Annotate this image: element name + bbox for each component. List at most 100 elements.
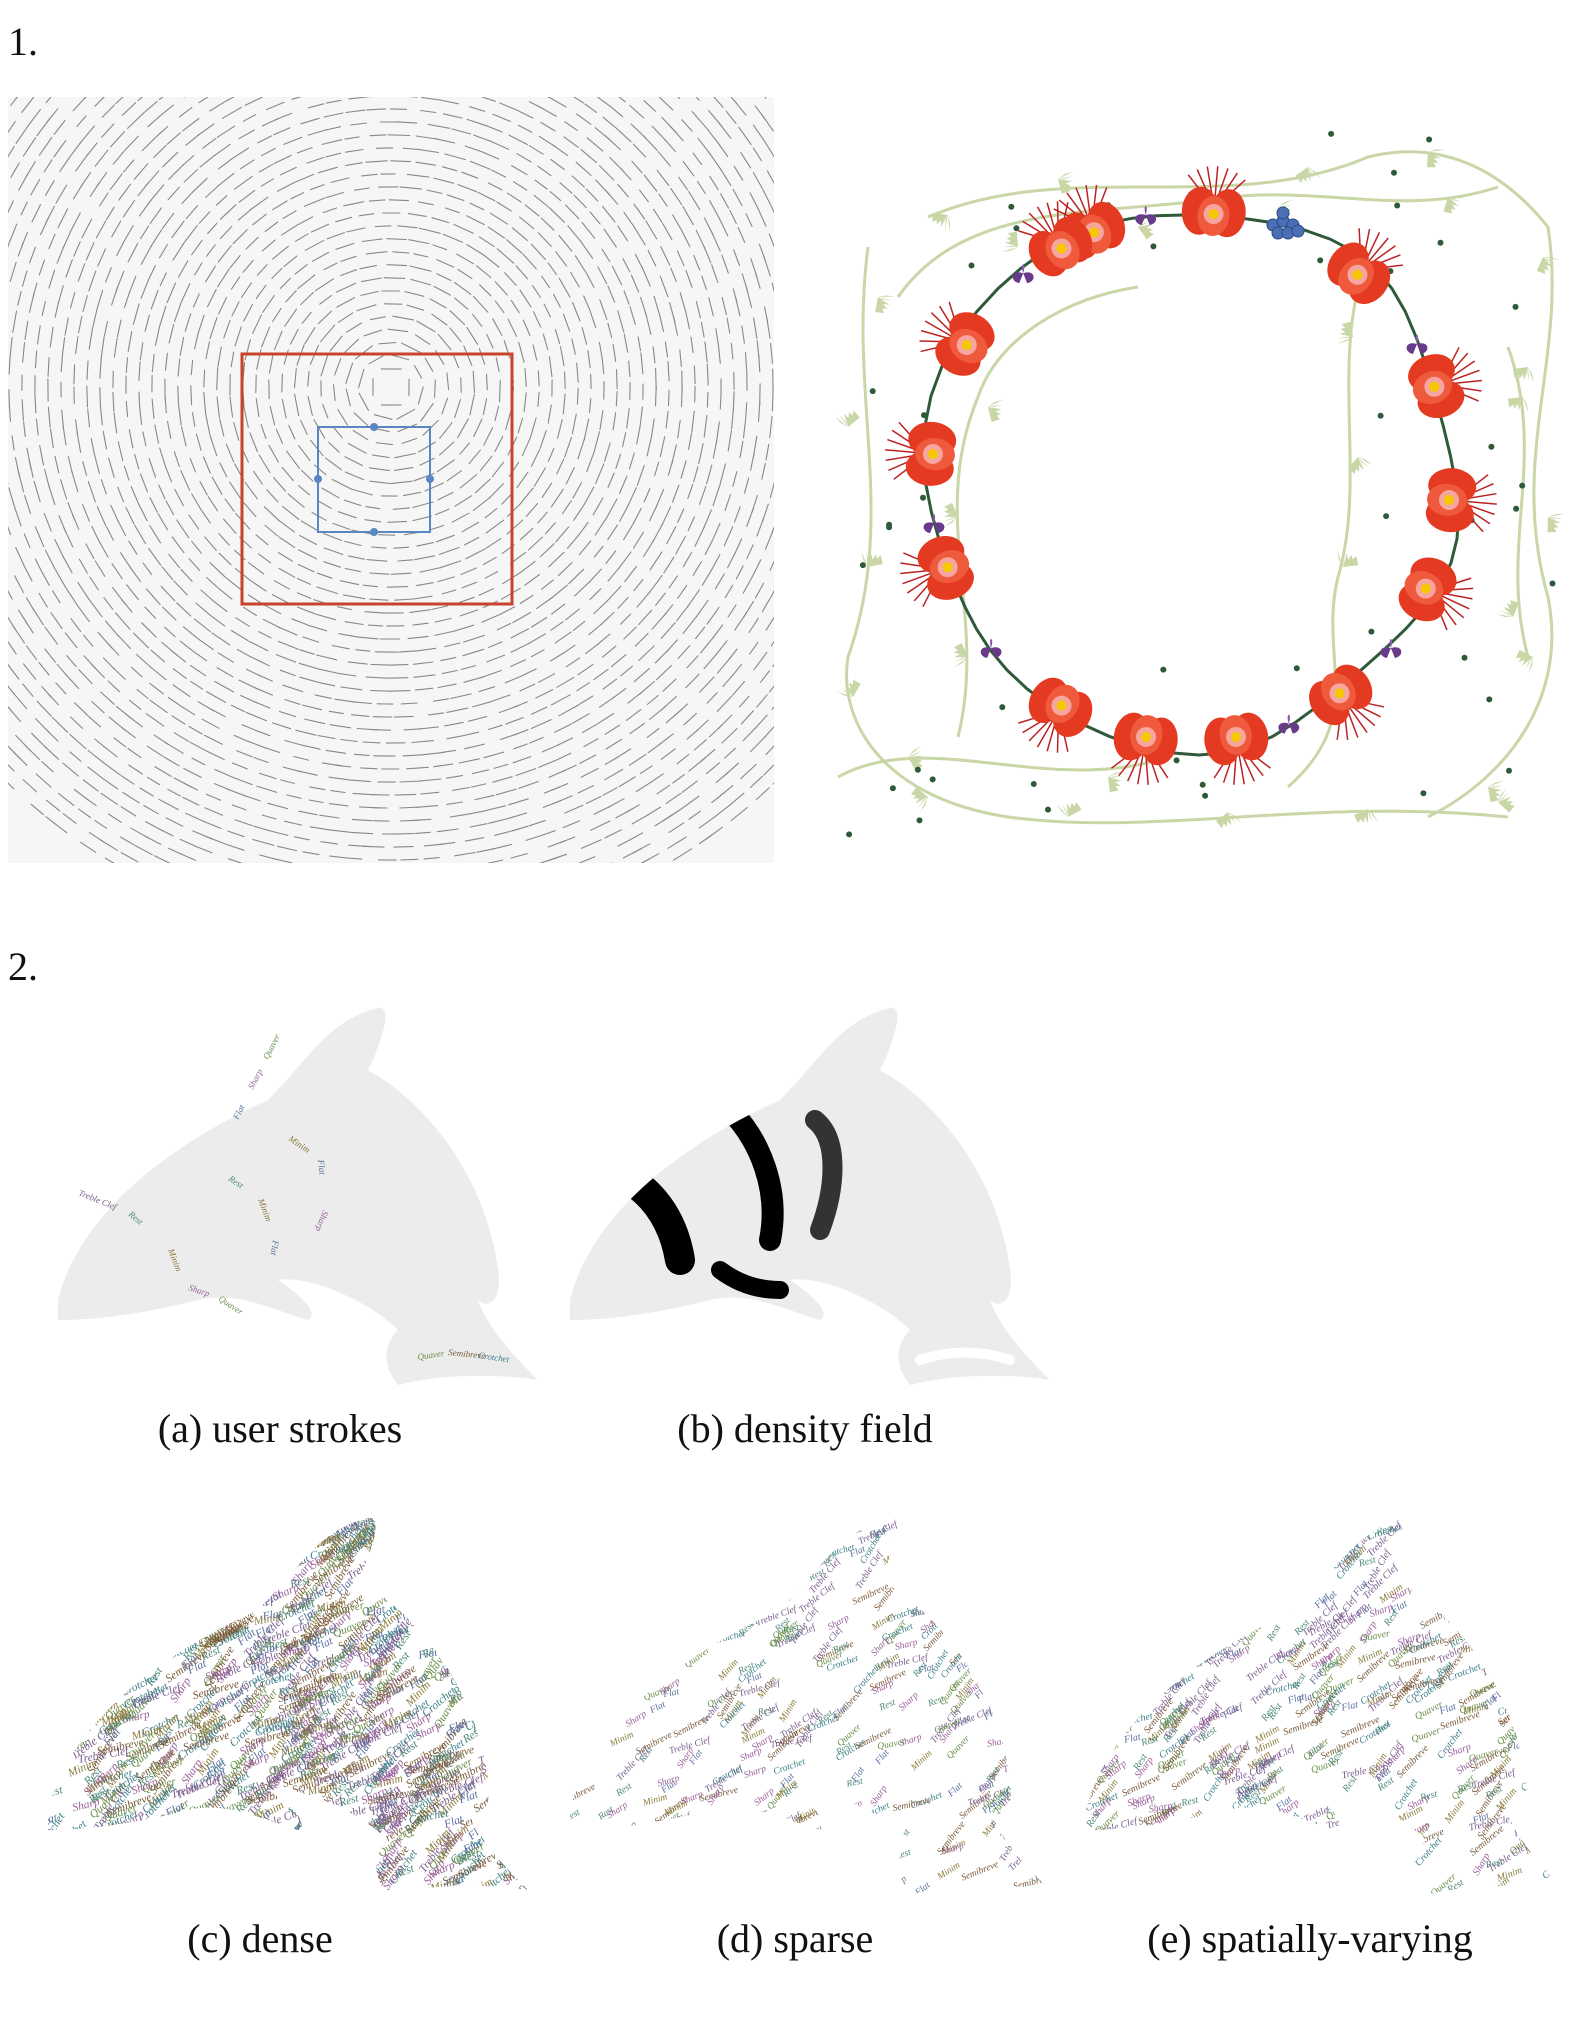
word-glyph: Semibreve xyxy=(728,1562,761,1598)
word-glyph: Minim xyxy=(341,1854,370,1886)
word-glyph: Crotchet xyxy=(709,1586,744,1605)
field-stroke xyxy=(355,649,371,652)
field-stroke xyxy=(555,526,570,543)
field-stroke xyxy=(755,272,761,289)
field-stroke xyxy=(239,159,255,170)
outer-red-frame[interactable] xyxy=(240,352,514,606)
field-stroke xyxy=(23,533,31,548)
density-stroke xyxy=(915,1347,1015,1365)
word-glyph: Sharp xyxy=(487,1815,516,1842)
field-stroke xyxy=(537,391,540,407)
word-glyph: Quaver xyxy=(1094,1655,1126,1672)
field-stroke xyxy=(110,504,119,522)
field-stroke xyxy=(15,126,28,144)
word-glyph: Minim xyxy=(679,1579,707,1596)
field-stroke xyxy=(158,104,174,118)
field-stroke xyxy=(283,255,298,267)
word-glyph: Flat xyxy=(873,1748,892,1768)
field-stroke xyxy=(445,207,460,214)
word-glyph: Rest xyxy=(1264,1623,1283,1644)
field-stroke xyxy=(491,843,512,850)
field-stroke xyxy=(283,820,303,826)
field-stroke xyxy=(599,410,604,430)
field-stroke xyxy=(45,205,55,224)
frame-handle-right[interactable] xyxy=(426,475,434,483)
field-stroke xyxy=(347,555,365,560)
inner-blue-frame[interactable] xyxy=(317,426,431,533)
field-stroke xyxy=(361,238,383,243)
field-stroke xyxy=(537,511,548,524)
field-stroke xyxy=(524,204,540,217)
field-stroke xyxy=(750,452,755,471)
field-stroke xyxy=(469,393,475,416)
field-stroke xyxy=(139,473,149,493)
word-glyph: Minim xyxy=(598,1539,626,1560)
field-stroke xyxy=(638,609,653,626)
word-glyph: Crotchet xyxy=(581,1852,614,1880)
field-stroke xyxy=(685,311,691,330)
word-glyph: Minim xyxy=(676,1592,704,1611)
word-glyph: Minim xyxy=(1461,1571,1488,1598)
field-stroke xyxy=(298,445,311,462)
word-glyph: Quaver xyxy=(1149,1845,1180,1871)
word-glyph: Minim xyxy=(407,1550,440,1574)
frame-handle-bottom[interactable] xyxy=(370,528,378,536)
word-glyph: Crotchet xyxy=(1155,1872,1190,1901)
field-stroke xyxy=(604,829,622,839)
field-stroke xyxy=(120,775,135,785)
word-glyph: Treble Clef xyxy=(1075,1558,1112,1600)
field-stroke xyxy=(479,284,492,297)
word-glyph: Rest xyxy=(469,1610,493,1626)
field-stroke xyxy=(288,425,296,440)
field-stroke xyxy=(294,264,308,275)
leaf xyxy=(1498,796,1511,804)
word-glyph: Sharp xyxy=(606,1571,629,1595)
field-stroke xyxy=(578,540,592,556)
word-glyph: Rest xyxy=(1018,1762,1038,1779)
word-glyph: Sharp xyxy=(555,1830,578,1854)
field-stroke xyxy=(328,710,344,715)
field-stroke xyxy=(140,279,149,299)
field-stroke xyxy=(695,97,700,101)
field-stroke xyxy=(703,245,712,264)
word-glyph: Rest xyxy=(798,1877,817,1897)
word-glyph: Flat xyxy=(1181,1842,1202,1862)
word-glyph: Quaver xyxy=(225,1844,262,1862)
word-glyph: Semibreve xyxy=(609,1668,645,1702)
field-stroke xyxy=(623,626,637,640)
field-stroke xyxy=(73,241,81,257)
field-stroke xyxy=(233,421,240,441)
field-stroke xyxy=(586,273,595,288)
field-stroke xyxy=(472,496,492,512)
field-stroke xyxy=(88,832,105,843)
field-stroke xyxy=(399,186,423,190)
field-stroke xyxy=(201,718,220,729)
word-glyph: Crotchet xyxy=(1008,1723,1033,1757)
field-stroke xyxy=(340,255,357,262)
field-stroke xyxy=(399,780,422,783)
field-stroke xyxy=(80,841,97,853)
word-glyph: Treble Clef xyxy=(469,1654,519,1695)
field-stroke xyxy=(711,231,721,252)
word-glyph: Flat xyxy=(1371,1815,1392,1835)
field-stroke xyxy=(266,489,279,503)
frame-handle-left[interactable] xyxy=(314,475,322,483)
word-glyph: Minim xyxy=(107,1642,140,1663)
frame-handle-top[interactable] xyxy=(370,423,378,431)
field-stroke xyxy=(517,417,524,434)
field-stroke xyxy=(180,470,191,491)
leaf xyxy=(1068,802,1082,817)
word-glyph: Quaver xyxy=(895,1566,923,1592)
word-glyph: Crotchet xyxy=(1139,1648,1167,1683)
word-glyph: Minim xyxy=(497,1820,523,1853)
field-stroke xyxy=(75,152,90,172)
field-stroke xyxy=(279,669,296,677)
word-glyph: Semibreve xyxy=(1484,1606,1525,1639)
word-glyph: Quaver xyxy=(193,1510,227,1525)
field-stroke xyxy=(421,97,441,101)
field-stroke xyxy=(401,342,421,353)
word-glyph: Flat xyxy=(318,1808,341,1831)
field-stroke xyxy=(360,767,378,770)
field-stroke xyxy=(653,208,663,223)
field-stroke xyxy=(76,430,82,453)
